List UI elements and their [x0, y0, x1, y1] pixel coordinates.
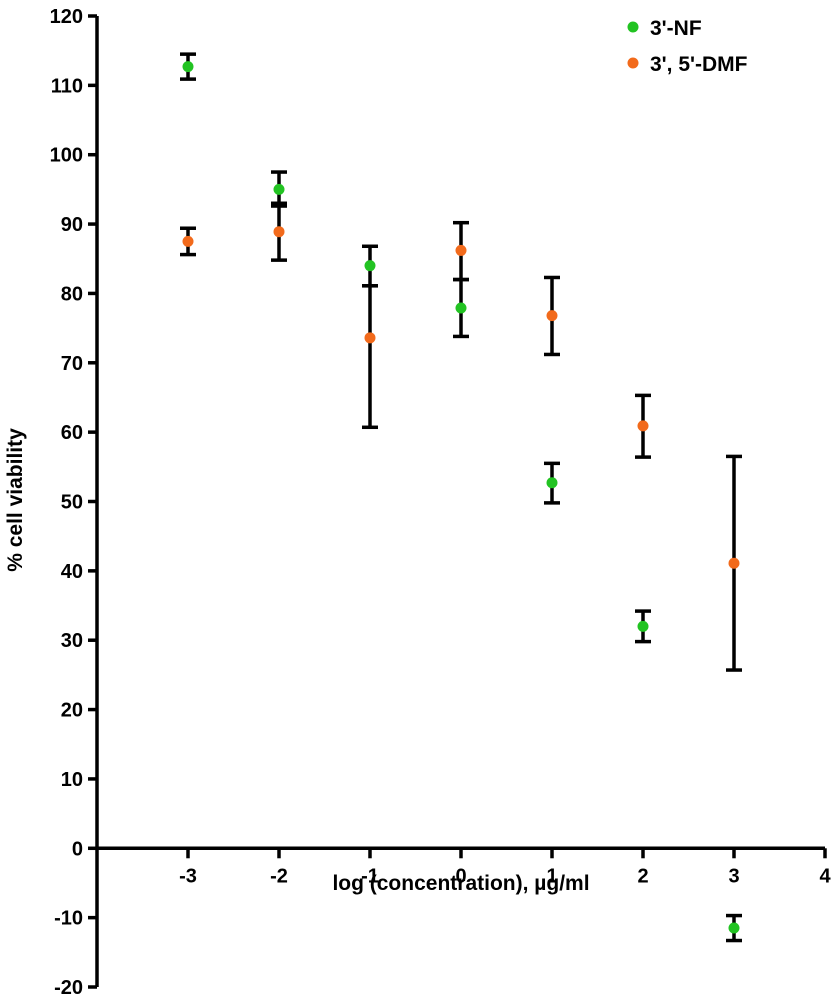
legend: 3'-NF 3', 5'-DMF — [627, 17, 748, 76]
data-point — [728, 557, 740, 569]
y-tick-label: 40 — [61, 561, 83, 583]
data-point — [182, 61, 194, 73]
error-bars — [180, 52, 742, 943]
y-tick-label: 60 — [61, 422, 83, 444]
data-point — [546, 477, 558, 489]
data-points — [182, 61, 740, 934]
y-tick-label: 80 — [61, 283, 83, 305]
x-axis-title: log (concentration), µg/ml — [332, 872, 589, 895]
y-tick-label: 90 — [61, 214, 83, 236]
y-tick-label: 30 — [61, 630, 83, 652]
y-tick-label: 20 — [61, 700, 83, 722]
data-point — [273, 226, 285, 238]
y-tick-label: -10 — [54, 908, 83, 930]
data-point — [637, 420, 649, 432]
x-tick-label: -1 — [361, 865, 379, 887]
x-tick-label: 1 — [546, 865, 557, 887]
data-point — [364, 260, 376, 272]
y-tick-label: 100 — [50, 145, 83, 167]
y-tick-label: 0 — [72, 838, 83, 860]
data-point — [273, 183, 285, 195]
y-tick-label: 110 — [51, 75, 83, 97]
x-tick-label: 3 — [728, 865, 739, 887]
legend-label: 3', 5'-DMF — [650, 53, 748, 76]
x-tick-label: 4 — [819, 865, 831, 887]
data-point — [364, 332, 376, 344]
legend-marker — [627, 21, 639, 33]
data-point — [182, 235, 194, 247]
y-tick-label: 120 — [50, 6, 83, 28]
x-tick-label: 0 — [455, 865, 466, 887]
y-tick-label: -20 — [54, 977, 83, 999]
legend-marker — [627, 57, 639, 69]
y-axis-title: % cell viability — [4, 428, 27, 572]
data-point — [455, 302, 467, 314]
data-point — [546, 310, 558, 322]
data-point — [728, 922, 740, 934]
x-tick-label: 2 — [637, 865, 648, 887]
data-point — [637, 620, 649, 632]
x-tick-label: -3 — [179, 865, 197, 887]
y-tick-label: 10 — [61, 769, 83, 791]
y-tick-label: 70 — [61, 353, 83, 375]
x-tick-label: -2 — [270, 865, 288, 887]
y-tick-label: 50 — [61, 492, 83, 514]
axes — [95, 16, 825, 987]
legend-label: 3'-NF — [650, 17, 702, 40]
data-point — [455, 244, 467, 256]
